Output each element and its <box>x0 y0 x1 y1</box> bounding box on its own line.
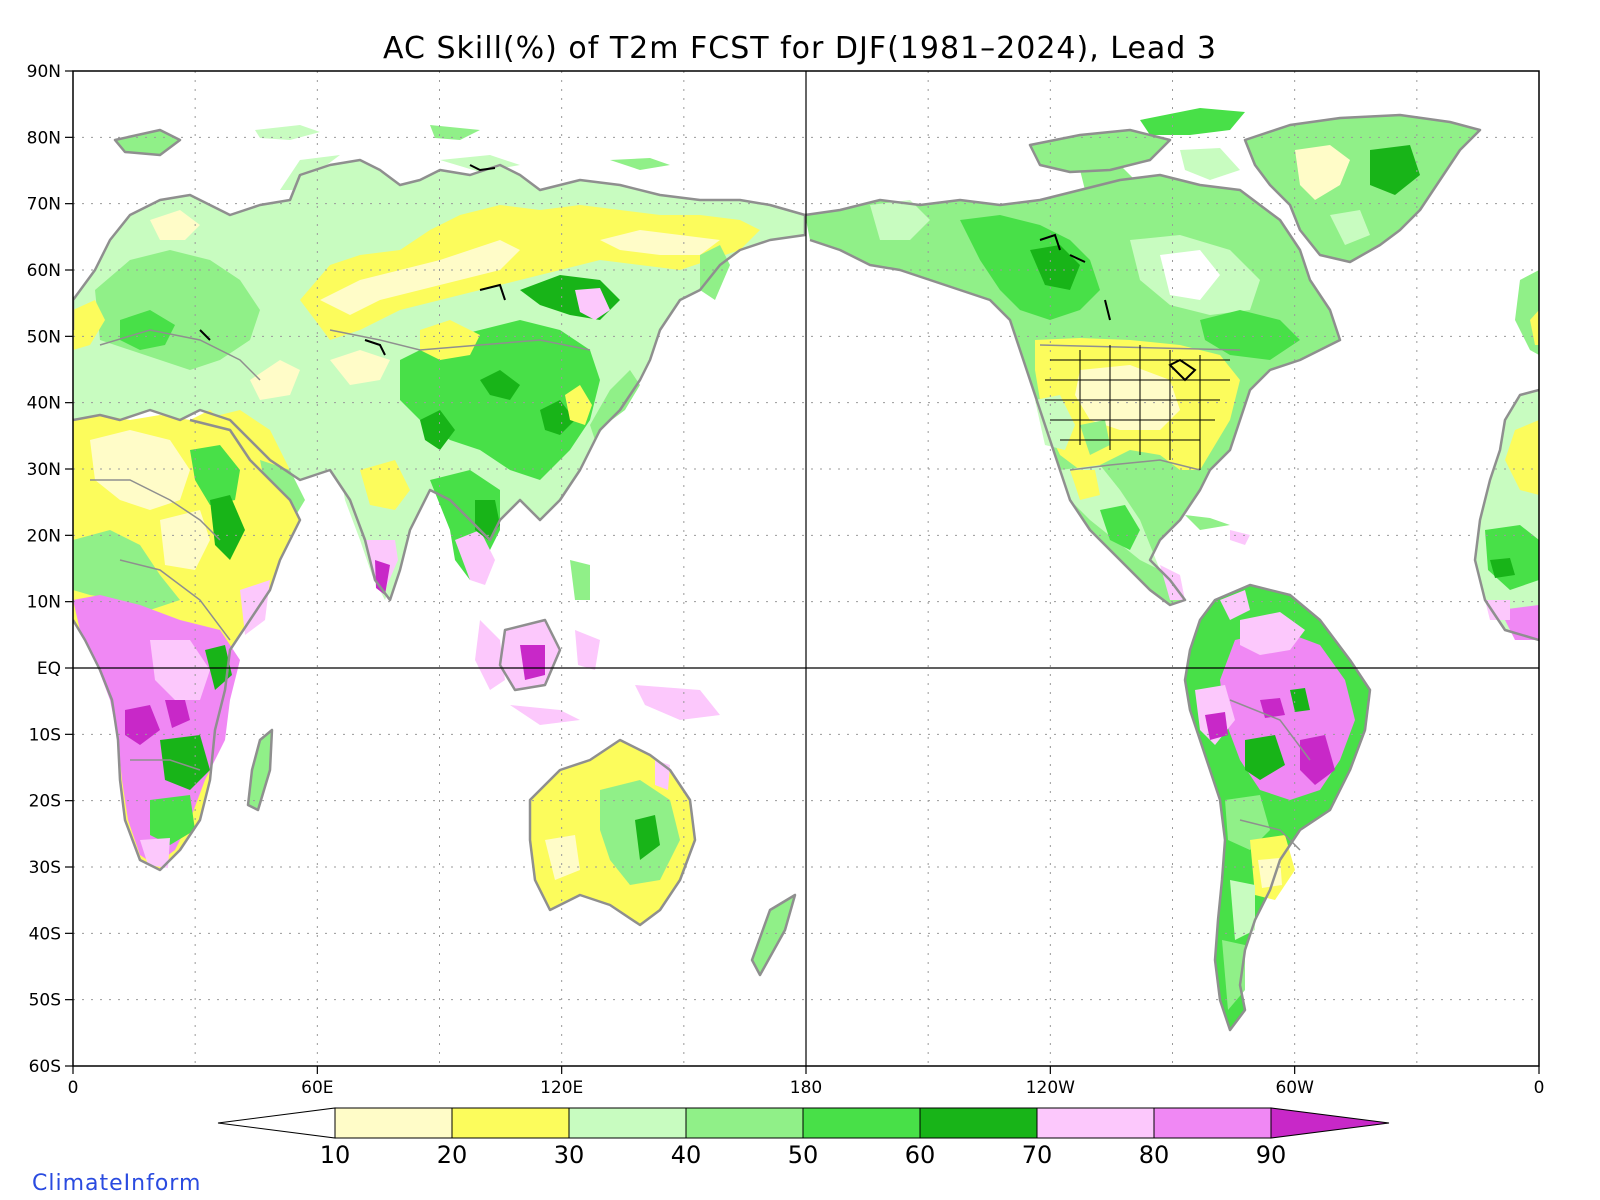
colorbar-label: 70 <box>1022 1141 1053 1169</box>
lat-tick-label: 60S <box>29 1057 61 1077</box>
colorbar-swatch <box>1036 1107 1155 1139</box>
longitude-axis: 0 60E 120E 180 120W 60W 0 <box>68 1066 1545 1098</box>
colorbar-swatch <box>802 1107 921 1139</box>
lat-tick-label: 40N <box>27 394 61 414</box>
colorbar-swatch <box>568 1107 687 1139</box>
colorbar-label: 50 <box>788 1141 819 1169</box>
lat-tick-label: 10S <box>29 725 61 745</box>
lon-tick-label: 180 <box>790 1078 822 1098</box>
lat-tick-label: 70N <box>27 195 61 215</box>
colorbar-swatch <box>919 1107 1038 1139</box>
colorbar-label: 40 <box>671 1141 702 1169</box>
colorbar-label: 20 <box>437 1141 468 1169</box>
lat-tick-label: 20N <box>27 526 61 546</box>
brand-label: ClimateInform <box>32 1171 201 1196</box>
colorbar-label: 30 <box>554 1141 585 1169</box>
colorbar-label: 60 <box>905 1141 936 1169</box>
lat-tick-label: 90N <box>27 62 61 82</box>
lon-tick-label: 0 <box>68 1078 79 1098</box>
colorbar-legend: 10 20 30 40 50 60 70 80 90 <box>217 1107 1390 1169</box>
lat-tick-label: 30N <box>27 460 61 480</box>
colorbar-label: 10 <box>320 1141 351 1169</box>
colorbar-over-triangle <box>1270 1107 1390 1139</box>
lat-tick-label: 60N <box>27 261 61 281</box>
colorbar-swatch <box>451 1107 570 1139</box>
lon-tick-label: 120E <box>540 1078 583 1098</box>
colorbar-label: 90 <box>1256 1141 1287 1169</box>
lon-tick-label: 60E <box>301 1078 333 1098</box>
lat-tick-label: 50N <box>27 327 61 347</box>
colorbar-swatch <box>685 1107 804 1139</box>
lat-tick-label: 80N <box>27 128 61 148</box>
africa-landmass <box>73 410 300 870</box>
lat-tick-label: 10N <box>27 593 61 613</box>
colorbar-swatch <box>1153 1107 1272 1139</box>
colorbar-label: 80 <box>1139 1141 1170 1169</box>
lat-tick-label: 40S <box>29 924 61 944</box>
australia-landmass <box>475 560 795 975</box>
map-title: AC Skill(%) of T2m FCST for DJF(1981–202… <box>383 31 1217 66</box>
lon-tick-label: 120W <box>1026 1078 1075 1098</box>
right-edge-africa-europe <box>1475 270 1539 640</box>
lat-tick-label: 50S <box>29 991 61 1011</box>
coastlines <box>73 113 1539 1032</box>
south-america-landmass <box>1185 585 1370 1030</box>
lon-tick-label: 60W <box>1275 1078 1314 1098</box>
colorbar-under-triangle <box>217 1107 336 1139</box>
lat-tick-label: 20S <box>29 792 61 812</box>
lat-tick-label: 30S <box>29 858 61 878</box>
lon-tick-label: 0 <box>1534 1078 1545 1098</box>
graticule <box>73 71 1539 1066</box>
latitude-axis: 90N 80N 70N 60N 50N 40N 30N 20N 10N EQ 10S 20S 30S 40… <box>27 62 73 1077</box>
colorbar-swatch <box>334 1107 453 1139</box>
plot-area <box>72 70 1540 1067</box>
lat-tick-label: EQ <box>37 659 61 679</box>
